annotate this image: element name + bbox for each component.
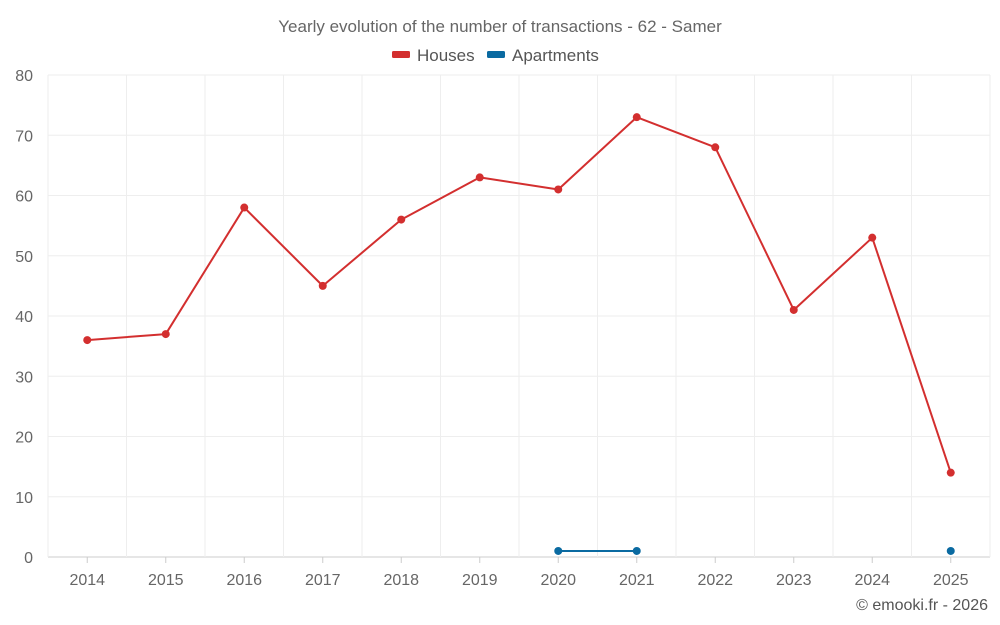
houses-series-line: [87, 116, 952, 473]
x-tick-label: 2020: [540, 572, 576, 589]
y-tick-label: 30: [15, 369, 33, 386]
houses-data-point: [240, 203, 249, 212]
apartments-data-point: [632, 546, 641, 555]
credit-text: © emooki.fr - 2026: [856, 597, 988, 614]
apartments-data-point: [946, 546, 955, 555]
y-tick-label: 0: [24, 550, 33, 567]
series-group: [83, 113, 955, 555]
legend-swatch-apartments: [487, 51, 505, 58]
houses-data-point: [946, 468, 955, 477]
y-tick-label: 70: [15, 128, 33, 145]
houses-data-point: [554, 185, 563, 194]
houses-data-point: [711, 143, 720, 152]
axes: 0 10 20 30 40 50 60 70 80 2014 2015 2016 2017 2018 201…: [15, 68, 968, 589]
houses-data-point: [83, 336, 92, 345]
x-tick-label: 2015: [148, 572, 184, 589]
y-tick-label: 40: [15, 309, 33, 326]
x-tick-label: 2016: [226, 572, 262, 589]
x-tick-label: 2021: [619, 572, 655, 589]
x-tick-label: 2023: [776, 572, 812, 589]
grid: [47, 74, 991, 558]
x-tick-label: 2019: [462, 572, 498, 589]
houses-data-point: [475, 173, 484, 182]
legend: Houses Apartments: [392, 46, 599, 65]
x-tick-label: 2014: [69, 572, 105, 589]
houses-data-point: [161, 330, 170, 339]
x-tick-label: 2024: [854, 572, 890, 589]
x-tick-label: 2022: [697, 572, 733, 589]
y-tick-label: 20: [15, 430, 33, 447]
y-tick-label: 50: [15, 249, 33, 266]
houses-data-point: [397, 215, 406, 224]
houses-data-point: [868, 233, 877, 242]
y-tick-label: 10: [15, 490, 33, 507]
x-tick-label: 2017: [305, 572, 341, 589]
x-tick-label: 2018: [383, 572, 419, 589]
legend-label-apartments: Apartments: [512, 46, 599, 65]
houses-data-point: [318, 281, 327, 290]
apartments-data-point: [554, 546, 563, 555]
y-tick-label: 80: [15, 68, 33, 85]
legend-label-houses: Houses: [417, 46, 475, 65]
houses-data-point: [632, 113, 641, 122]
legend-swatch-houses: [392, 51, 410, 58]
y-tick-label: 60: [15, 189, 33, 206]
chart-title: Yearly evolution of the number of transa…: [278, 17, 722, 36]
houses-data-point: [789, 305, 798, 314]
x-tick-label: 2025: [933, 572, 969, 589]
